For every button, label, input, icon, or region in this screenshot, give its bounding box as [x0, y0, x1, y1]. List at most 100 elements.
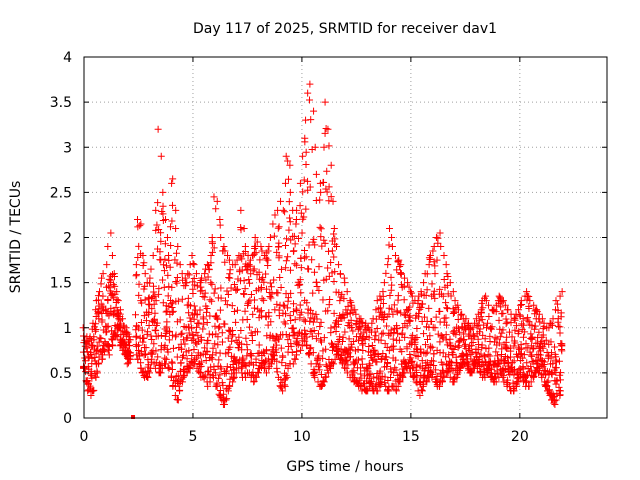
- data-point: [528, 335, 536, 343]
- data-point: [90, 354, 98, 362]
- data-point: [241, 307, 249, 315]
- data-point: [95, 308, 103, 316]
- data-point: [384, 261, 392, 269]
- data-point: [382, 269, 390, 277]
- data-point: [474, 335, 482, 343]
- data-point: [325, 247, 333, 255]
- data-point: [126, 353, 134, 361]
- data-point: [228, 302, 236, 310]
- data-point: [344, 361, 352, 369]
- data-point: [498, 329, 506, 337]
- data-point: [484, 319, 492, 327]
- data-point: [530, 373, 538, 381]
- data-point: [277, 283, 285, 291]
- data-point: [368, 342, 376, 350]
- data-point: [300, 254, 308, 262]
- data-point: [165, 256, 173, 264]
- data-point: [330, 253, 338, 261]
- data-point: [285, 332, 293, 340]
- data-point: [520, 351, 528, 359]
- data-point: [177, 359, 185, 367]
- data-point: [273, 357, 281, 365]
- data-point: [336, 297, 344, 305]
- data-point: [133, 271, 141, 279]
- data-point: [451, 297, 459, 305]
- data-point: [308, 332, 316, 340]
- data-point: [478, 316, 486, 324]
- data-point: [139, 252, 147, 260]
- data-point: [282, 330, 290, 338]
- data-point: [422, 291, 430, 299]
- data-point: [555, 357, 563, 365]
- data-point: [351, 306, 359, 314]
- data-point: [154, 199, 162, 207]
- data-point: [245, 298, 253, 306]
- data-point: [87, 351, 95, 359]
- data-point: [169, 201, 177, 209]
- data-point: [507, 319, 515, 327]
- data-point: [200, 373, 208, 381]
- data-point: [275, 335, 283, 343]
- data-point: [481, 335, 489, 343]
- data-point: [232, 286, 240, 294]
- data-point: [132, 333, 140, 341]
- data-point: [333, 347, 341, 355]
- data-point: [417, 303, 425, 311]
- data-point: [204, 382, 212, 390]
- data-point: [178, 295, 186, 303]
- data-point: [504, 365, 512, 373]
- data-point: [167, 241, 175, 249]
- data-point: [321, 239, 329, 247]
- data-point: [303, 299, 311, 307]
- data-point: [284, 175, 292, 183]
- data-point: [334, 351, 342, 359]
- data-point: [292, 220, 300, 228]
- data-point: [421, 313, 429, 321]
- data-point: [281, 208, 289, 216]
- data-point: [157, 229, 165, 237]
- data-point: [486, 332, 494, 340]
- data-point: [300, 316, 308, 324]
- data-point: [223, 287, 231, 295]
- data-point: [137, 347, 145, 355]
- data-point: [139, 338, 147, 346]
- data-point: [450, 345, 458, 353]
- data-point: [304, 89, 312, 97]
- data-point: [256, 256, 264, 264]
- data-point: [217, 284, 225, 292]
- data-point: [274, 289, 282, 297]
- data-point: [214, 341, 222, 349]
- data-point: [374, 350, 382, 358]
- data-point: [221, 297, 229, 305]
- data-point: [416, 391, 424, 399]
- data-point: [488, 323, 496, 331]
- data-point: [156, 248, 164, 256]
- data-point: [164, 348, 172, 356]
- data-point: [366, 362, 374, 370]
- data-point: [280, 302, 288, 310]
- data-point: [246, 256, 254, 264]
- data-point: [554, 322, 562, 330]
- data-point: [177, 345, 185, 353]
- data-point: [190, 274, 198, 282]
- y-tick-label: 2: [63, 231, 72, 247]
- data-point: [499, 297, 507, 305]
- data-point: [515, 327, 523, 335]
- data-point: [102, 306, 110, 314]
- data-point: [211, 322, 219, 330]
- data-point: [322, 345, 330, 353]
- data-point: [134, 215, 142, 223]
- data-point: [264, 247, 272, 255]
- data-point: [281, 375, 289, 383]
- data-point: [201, 372, 209, 380]
- data-point: [408, 292, 416, 300]
- data-point: [317, 188, 325, 196]
- data-point: [527, 362, 535, 370]
- data-point: [319, 377, 327, 385]
- data-point: [397, 309, 405, 317]
- data-point: [330, 230, 338, 238]
- data-point: [477, 350, 485, 358]
- data-point: [313, 278, 321, 286]
- data-point: [112, 332, 120, 340]
- data-point: [282, 310, 290, 318]
